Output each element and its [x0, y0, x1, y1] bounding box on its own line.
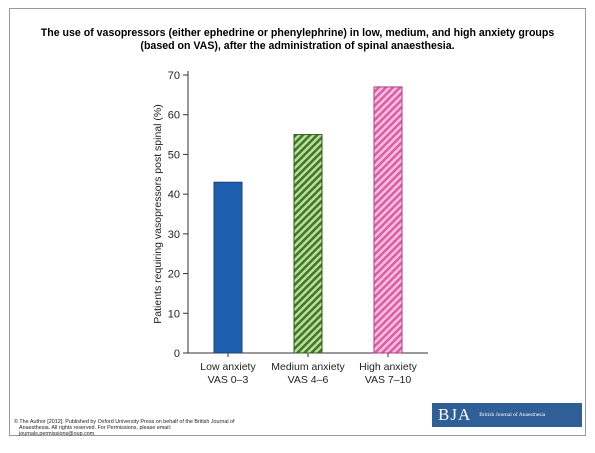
chart-title: The use of vasopressors (either ephedrin… — [40, 27, 555, 52]
y-tick-label: 10 — [168, 308, 180, 320]
y-tick-label: 30 — [168, 229, 180, 241]
y-axis-label: Patients requiring vasopressors post spi… — [152, 104, 164, 323]
x-tick-label: VAS 7–10 — [365, 374, 412, 386]
labels: 0 10 20 30 40 50 60 70 Patients requiring vasopr… — [152, 70, 418, 386]
y-tick-label: 20 — [168, 269, 180, 281]
bars — [213, 86, 403, 354]
x-tick-label: Low anxiety — [200, 361, 256, 373]
y-tick-label: 70 — [168, 70, 180, 82]
copyright-line-2: Anaesthesia. All rights reserved. For Pe… — [19, 425, 172, 431]
x-tick-label: VAS 0–3 — [208, 374, 249, 386]
x-tick-label: VAS 4–6 — [288, 374, 329, 386]
bar-chart: 0 10 20 30 40 50 60 70 Patients requiring vasopr… — [152, 70, 428, 386]
y-tick-label: 50 — [168, 149, 180, 161]
x-tick-label: High anxiety — [359, 361, 418, 373]
y-tick-label: 60 — [168, 110, 180, 122]
y-tick-label: 40 — [168, 189, 180, 201]
logo-mark: BJA — [438, 405, 472, 424]
x-tick-label: Medium anxiety — [271, 361, 345, 373]
copyright-line-1: © The Author [2012]. Published by Oxford… — [14, 419, 235, 425]
copyright-line-3: journals.permissions@oup.com — [19, 431, 95, 437]
bar-2 — [293, 134, 323, 354]
logo-text: British Journal of Anaesthesia — [479, 412, 546, 418]
bar-1 — [213, 181, 243, 354]
y-tick-label: 0 — [174, 348, 180, 360]
copyright-notice: © The Author [2012]. Published by Oxford… — [14, 419, 334, 437]
bja-logo: BJA British Journal of Anaesthesia — [432, 403, 582, 427]
slide: The use of vasopressors (either ephedrin… — [9, 8, 586, 437]
bar-3 — [373, 86, 403, 354]
